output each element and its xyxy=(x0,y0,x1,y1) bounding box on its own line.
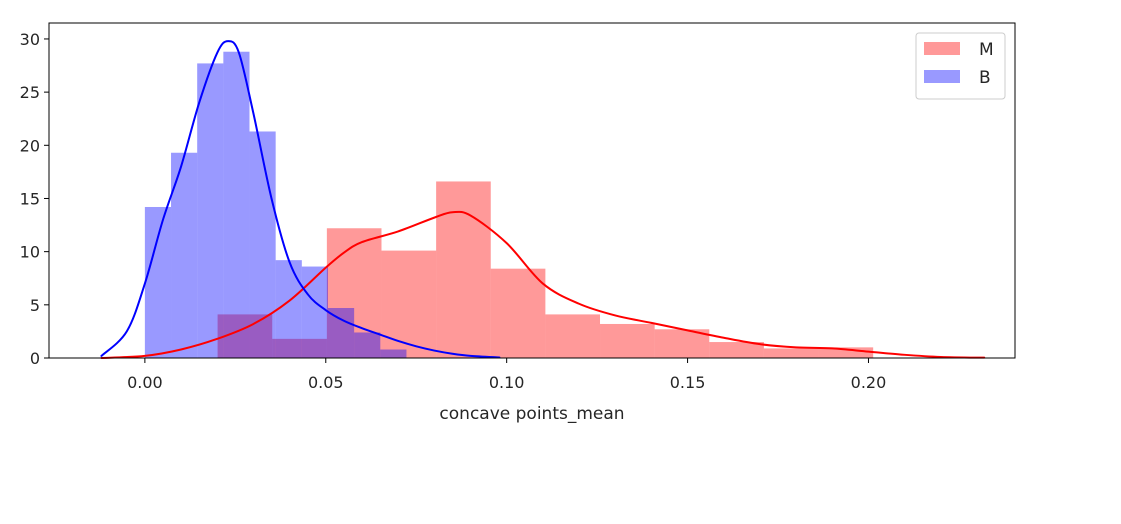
legend-label-B: B xyxy=(979,68,991,88)
x-tick-label-3: 0.15 xyxy=(670,373,706,392)
kde-line-B xyxy=(100,40,501,359)
bar-M-9 xyxy=(709,342,764,358)
x-axis-ticks: 0.00 0.05 0.10 0.15 0.20 xyxy=(127,358,886,392)
y-tick-label-4: 20 xyxy=(20,136,40,155)
bar-M-10 xyxy=(763,348,819,358)
y-tick-label-2: 10 xyxy=(20,243,40,262)
y-tick-label-0: 0 xyxy=(30,349,40,368)
bar-B-8 xyxy=(354,332,381,358)
bar-B-7 xyxy=(327,308,355,358)
x-tick-label-0: 0.00 xyxy=(127,373,163,392)
bar-B-5 xyxy=(275,260,302,358)
x-tick-label-2: 0.10 xyxy=(489,373,525,392)
legend-swatch-B xyxy=(924,70,960,83)
legend-label-M: M xyxy=(979,40,994,60)
bar-M-6 xyxy=(545,314,601,358)
bar-B-3 xyxy=(223,51,250,358)
bar-B-1 xyxy=(171,152,198,358)
legend-swatch-M xyxy=(924,42,960,55)
bar-B-4 xyxy=(249,131,276,358)
kde-line-M xyxy=(100,210,986,359)
bar-M-1 xyxy=(272,338,327,358)
legend-box xyxy=(915,32,1006,100)
kde-curves xyxy=(100,40,986,359)
legend: MB xyxy=(915,32,1006,100)
bar-M-5 xyxy=(490,268,546,358)
bar-B-6 xyxy=(301,266,328,358)
bar-M-7 xyxy=(600,323,655,358)
bar-M-2 xyxy=(326,228,382,358)
y-tick-label-6: 30 xyxy=(20,30,40,49)
bars-series-B xyxy=(144,51,407,359)
bars-series-M xyxy=(217,181,874,358)
x-axis-label: concave points_mean xyxy=(439,404,624,424)
x-tick-label-4: 0.20 xyxy=(851,373,887,392)
y-axis-ticks: 0 5 10 15 20 25 30 xyxy=(20,30,49,368)
bar-M-8 xyxy=(654,329,710,358)
y-tick-label-1: 5 xyxy=(30,296,40,315)
bar-M-11 xyxy=(818,347,874,358)
x-tick-label-1: 0.05 xyxy=(308,373,344,392)
histogram-bars xyxy=(144,51,874,359)
bar-M-3 xyxy=(381,250,437,358)
bar-B-9 xyxy=(380,349,407,358)
y-tick-label-3: 15 xyxy=(20,189,40,208)
bar-M-4 xyxy=(436,181,491,358)
plot-frame xyxy=(48,22,1016,359)
y-tick-label-5: 25 xyxy=(20,83,40,102)
bar-B-2 xyxy=(197,63,224,359)
bar-B-0 xyxy=(144,206,172,358)
